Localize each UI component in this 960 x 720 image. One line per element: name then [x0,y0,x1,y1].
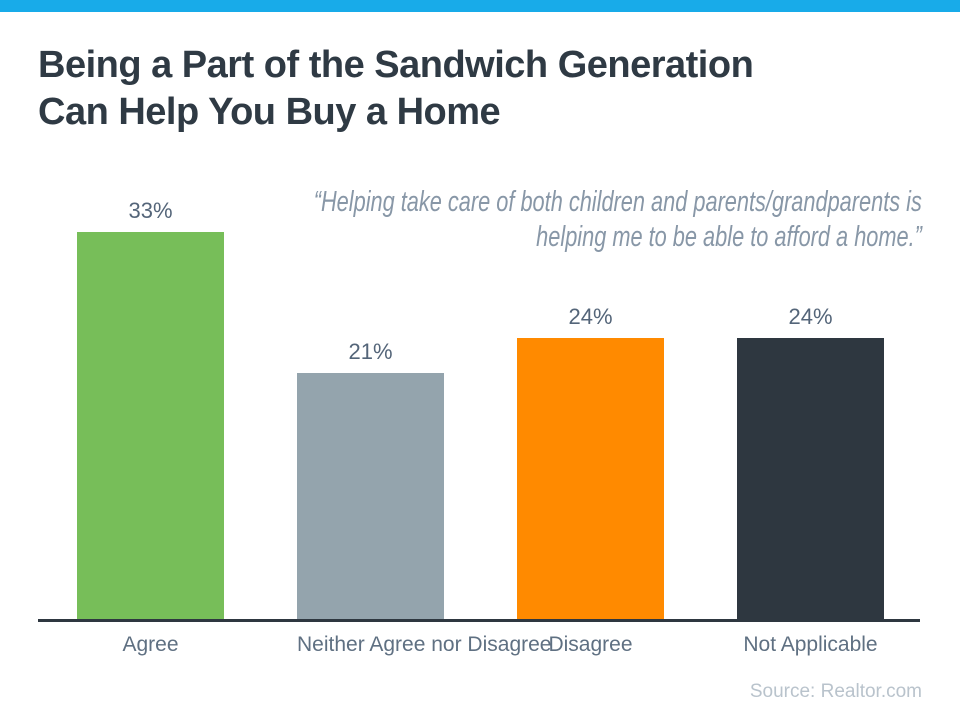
bar-value-label: 24% [568,304,613,329]
chart-column-disagree: 24% [517,304,664,619]
x-axis-line [38,619,920,622]
quote-line-2: helping me to be able to afford a home.” [536,221,922,253]
page-title-line-1: Being a Part of the Sandwich Generation [38,44,754,86]
category-label-neither: Neither Agree nor Disagree [297,633,552,656]
quote-line-1: “Helping take care of both children and … [313,186,922,218]
bar-value-label: 21% [348,339,393,364]
bar-disagree [517,338,664,619]
bar-not-applicable [737,338,884,619]
source-attribution: Source: Realtor.com [749,681,922,702]
category-label-not-applicable: Not Applicable [743,633,878,656]
page-title-line-2: Can Help You Buy a Home [38,91,501,133]
chart-column-neither: 21% [297,339,444,619]
bar-value-label: 24% [788,304,833,329]
top-accent-bar [0,0,960,12]
quote-text: “Helping take care of both children and … [314,185,922,255]
bar-neither-agree-nor-disagree [297,373,444,619]
bar-value-label: 33% [128,198,173,223]
chart-column-not-applicable: 24% [737,304,884,619]
bar-agree [77,232,224,619]
category-label-disagree: Disagree [548,633,633,656]
chart-column-agree: 33% [77,198,224,619]
page-title: Being a Part of the Sandwich Generation … [38,42,754,136]
category-label-agree: Agree [122,633,179,656]
